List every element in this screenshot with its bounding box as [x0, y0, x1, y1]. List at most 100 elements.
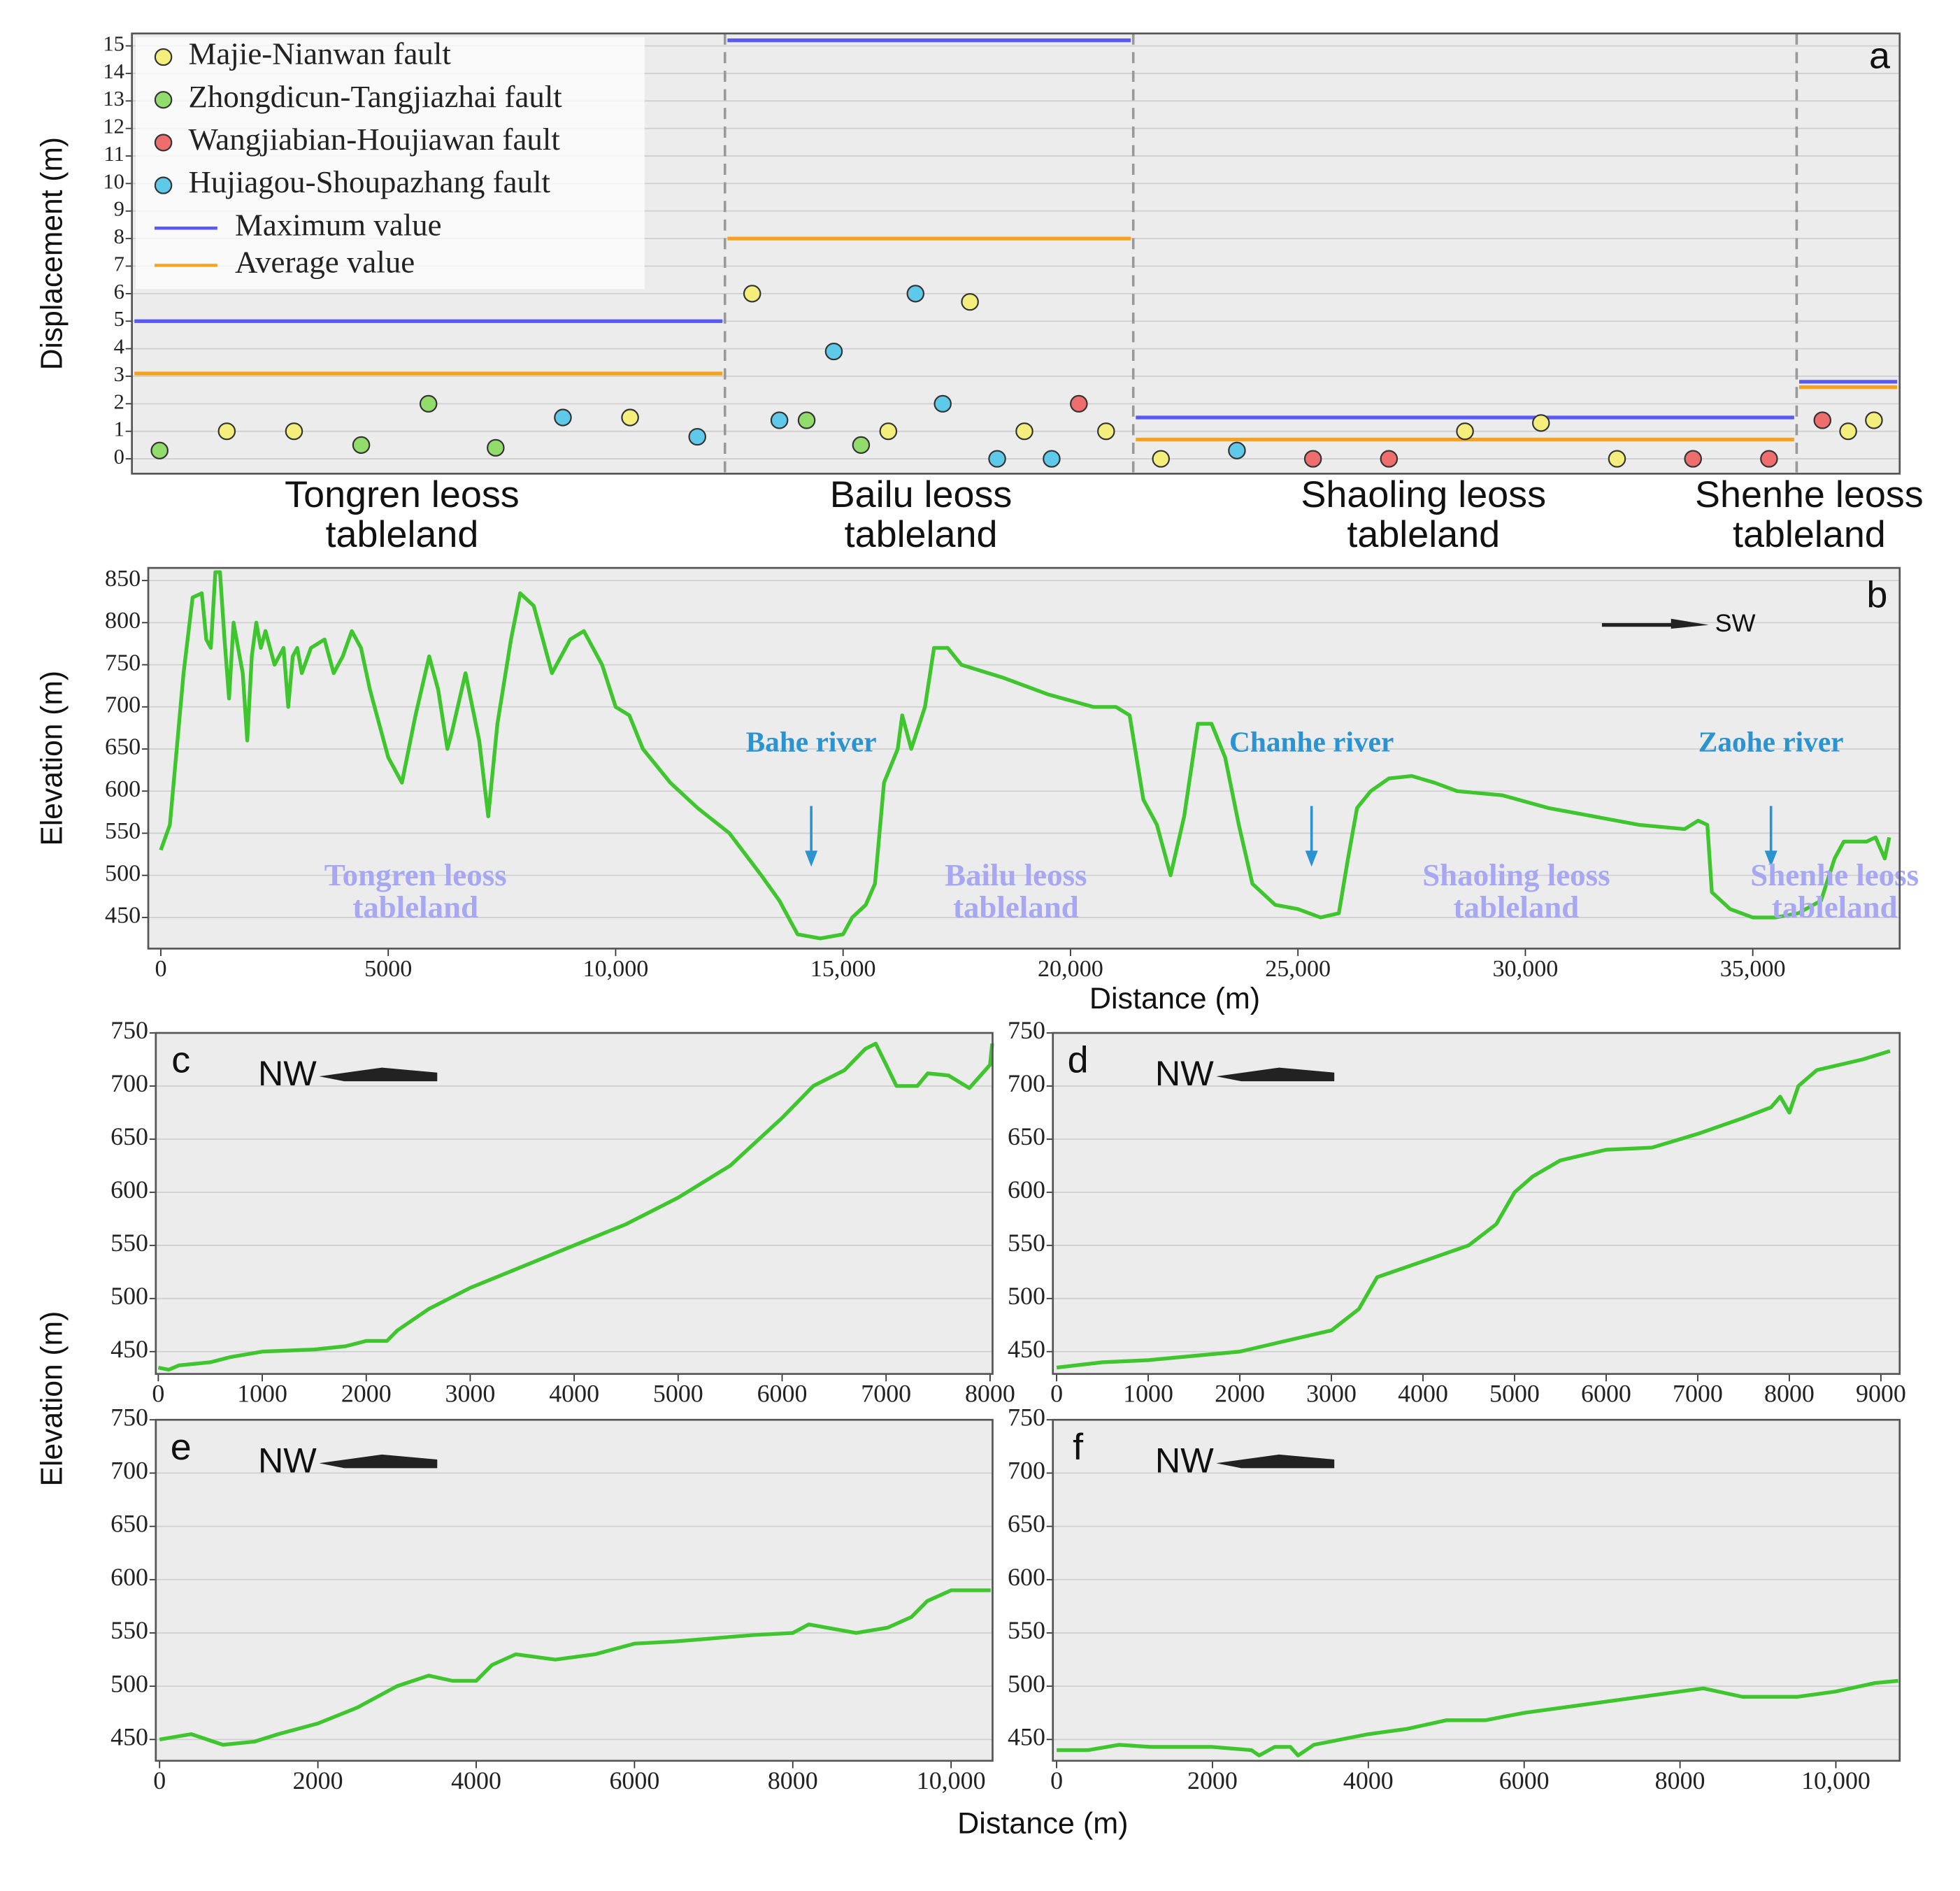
- tableland-label-box: Bailu leoss tableland: [945, 860, 1087, 926]
- data-point: [770, 411, 789, 429]
- data-point: [419, 394, 438, 413]
- x-tick-label: 20,000: [1038, 956, 1103, 982]
- x-tick-label: 2000: [1187, 1767, 1238, 1794]
- x-tick-label: 8000: [965, 1380, 1015, 1408]
- x-tick-label: 5000: [653, 1380, 703, 1408]
- y-tick-label: 600: [110, 1176, 148, 1204]
- legend-box: [136, 37, 645, 290]
- y-tick-label: 600: [110, 1563, 148, 1591]
- group-label-box: Tongren leoss tableland: [285, 476, 520, 555]
- legend: Majie-Nianwan fault Zhongdicun-Tangjiazha…: [136, 36, 645, 290]
- direction-arrow: [319, 1067, 438, 1082]
- data-point: [621, 408, 639, 427]
- elevation-line: [159, 1588, 991, 1747]
- x-tick-label: 1000: [1123, 1380, 1173, 1408]
- data-point: [1813, 411, 1832, 429]
- direction-label: NW: [258, 1441, 317, 1480]
- x-tick-label: 0: [152, 1380, 164, 1408]
- data-point: [217, 422, 236, 441]
- y-tick-label: 600: [1008, 1176, 1045, 1204]
- y-tick-label: 1: [114, 418, 124, 441]
- legend-marker: [154, 134, 173, 152]
- x-tick-label: 25,000: [1265, 956, 1331, 982]
- x-tick-label: 10,000: [917, 1767, 986, 1794]
- river-label: Chanhe river: [1229, 727, 1394, 758]
- y-tick-label: 750: [105, 650, 141, 676]
- tableland-label: Shenhe leoss tableland: [1750, 860, 1919, 926]
- data-point: [1839, 422, 1857, 441]
- data-point: [879, 422, 898, 441]
- legend-marker: [154, 48, 173, 66]
- river-arrowhead: [805, 850, 818, 867]
- x-tick-label: 5000: [364, 956, 412, 982]
- y-tick-label: 550: [1008, 1229, 1045, 1257]
- river-label: Zaohe river: [1698, 727, 1844, 758]
- group-label: Tongren leoss tableland: [285, 476, 520, 555]
- data-point: [824, 342, 843, 361]
- y-tick-label: 500: [110, 1670, 148, 1698]
- plot-border: [155, 1032, 994, 1375]
- y-tick-label: 450: [1008, 1723, 1045, 1751]
- x-tick-label: 8000: [1764, 1380, 1815, 1408]
- data-point: [852, 436, 871, 454]
- tableland-label: Bailu leoss tableland: [945, 860, 1087, 926]
- elevation-line: [1056, 1049, 1891, 1370]
- legend-label: Majie-Nianwan fault: [189, 36, 452, 71]
- x-tick-label: 4000: [1398, 1380, 1448, 1408]
- group-label-box: Shaoling leoss tableland: [1301, 476, 1546, 554]
- data-point: [1532, 414, 1550, 432]
- direction-arrow: [319, 1454, 438, 1469]
- x-tick-label: 1000: [237, 1380, 287, 1408]
- data-point: [352, 436, 371, 454]
- y-tick-label: 650: [110, 1122, 148, 1150]
- y-tick-label: 650: [1008, 1122, 1045, 1150]
- y-tick-label: 12: [103, 115, 124, 138]
- data-point: [1608, 450, 1626, 468]
- direction-arrowhead: [1671, 618, 1709, 629]
- y-tick-label: 450: [110, 1723, 148, 1751]
- y-tick-label: 7: [114, 252, 124, 276]
- tableland-label: Tongren leoss tableland: [324, 860, 507, 926]
- group-label-box: Shenhe leoss tableland: [1695, 476, 1924, 554]
- x-tick-label: 2000: [341, 1380, 392, 1408]
- direction-label: NW: [258, 1054, 317, 1093]
- legend-label: Average value: [235, 245, 415, 280]
- data-point: [961, 293, 979, 311]
- direction-arrow: [1216, 1454, 1335, 1469]
- river-label: Bahe river: [745, 727, 877, 758]
- elevation-line: [157, 1041, 994, 1372]
- x-tick-label: 0: [153, 1767, 166, 1794]
- y-tick-label: 750: [110, 1016, 148, 1044]
- x-tick-label: 15,000: [810, 956, 876, 982]
- x-tick-label: 9000: [1856, 1380, 1906, 1408]
- y-tick-label: 550: [1008, 1616, 1045, 1644]
- y-tick-label: 700: [105, 692, 141, 718]
- x-tick-label: 10,000: [583, 956, 649, 982]
- y-tick-label: 700: [110, 1457, 148, 1485]
- y-tick-label: 750: [110, 1404, 148, 1432]
- river-arrowhead: [1305, 850, 1318, 867]
- panel-letter: b: [1866, 575, 1887, 616]
- data-point: [1015, 422, 1033, 441]
- data-point: [933, 394, 952, 413]
- legend-label: Zhongdicun-Tangjiazhai fault: [189, 79, 563, 114]
- y-tick-label: 3: [114, 362, 124, 386]
- x-tick-label: 2000: [1215, 1380, 1265, 1408]
- group-label: Bailu leoss tableland: [829, 476, 1013, 555]
- y-tick-label: 750: [1008, 1016, 1045, 1044]
- y-tick-label: 800: [105, 608, 141, 634]
- data-point: [554, 408, 572, 427]
- y-tick-label: 11: [103, 142, 124, 166]
- y-tick-label: 600: [105, 776, 141, 802]
- y-tick-label: 6: [114, 280, 124, 304]
- legend-label: Wangjiabian-Houjiawan fault: [189, 122, 561, 157]
- direction-label: NW: [1155, 1441, 1214, 1480]
- legend-label: Hujiagou-Shoupazhang fault: [189, 165, 551, 200]
- shared-x-label: Distance (m): [957, 1807, 1128, 1841]
- y-tick-label: 650: [1008, 1510, 1045, 1538]
- legend-marker: [154, 176, 173, 194]
- data-point: [285, 422, 303, 441]
- y-tick-label: 550: [110, 1229, 148, 1257]
- y-tick-label: 650: [110, 1510, 148, 1538]
- plot-area: [148, 568, 1900, 949]
